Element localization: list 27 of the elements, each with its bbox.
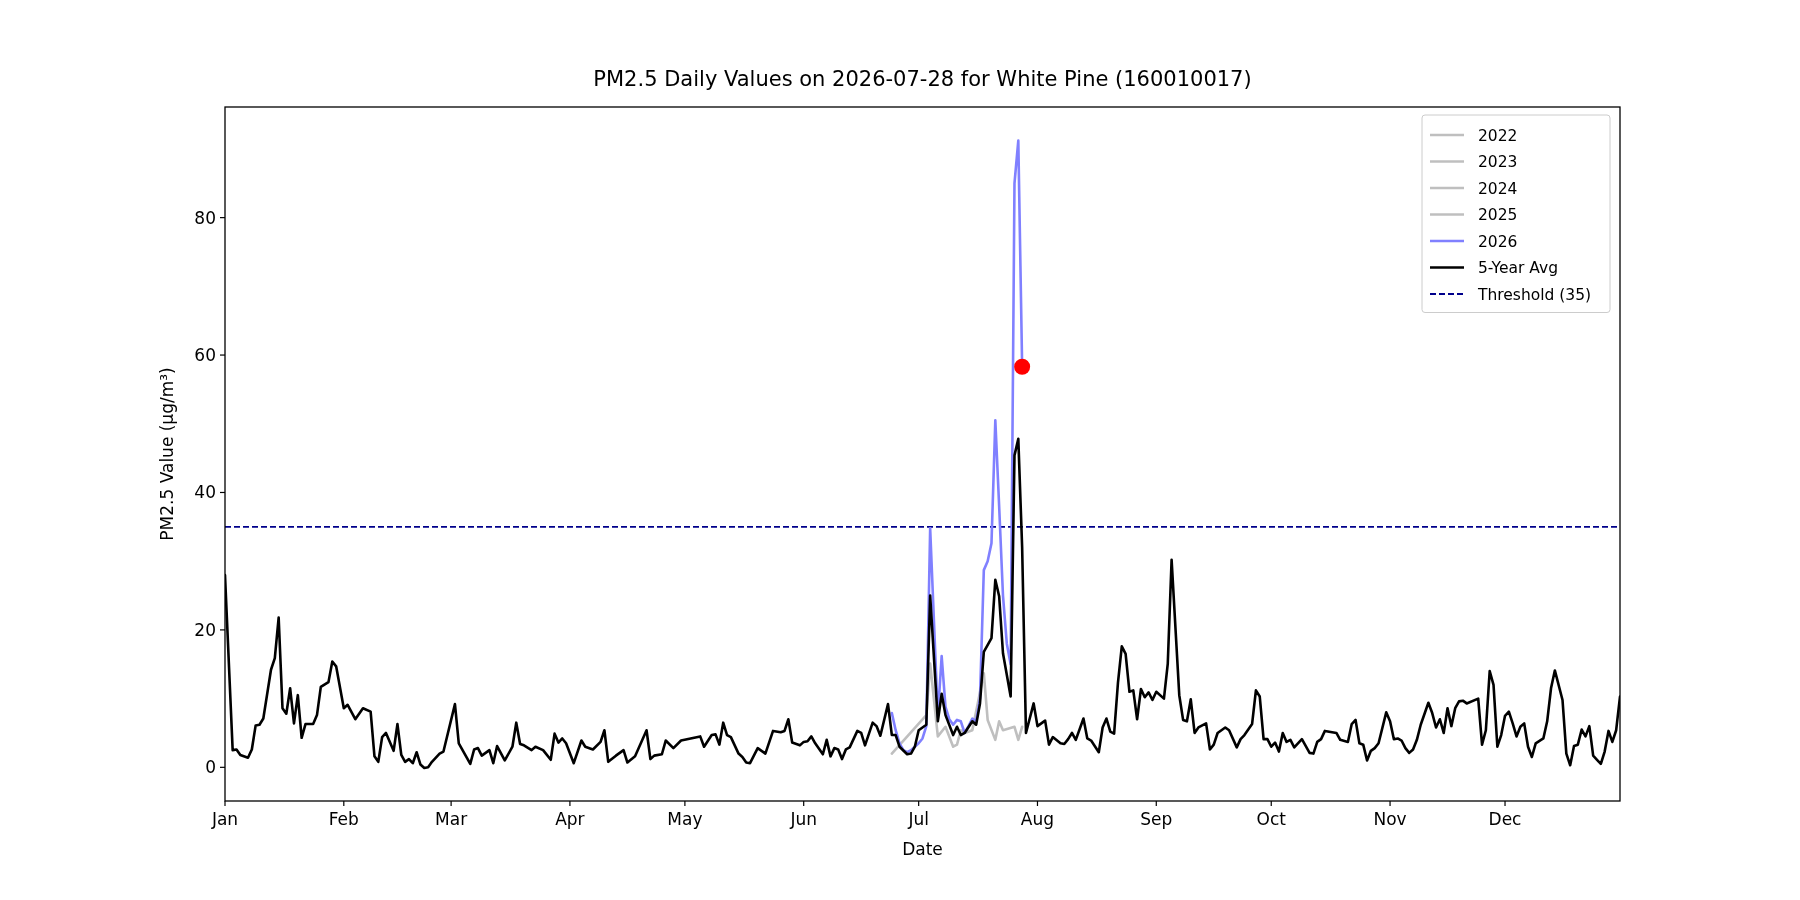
chart-title: PM2.5 Daily Values on 2026-07-28 for White Pine (160010017) xyxy=(593,67,1252,91)
x-tick-label: Nov xyxy=(1373,809,1407,829)
x-tick-label: Oct xyxy=(1256,809,1287,829)
x-tick-label: Jun xyxy=(789,809,817,829)
legend-label: 2023 xyxy=(1478,153,1518,171)
legend-label: 5-Year Avg xyxy=(1478,259,1559,277)
x-tick-label: Aug xyxy=(1020,809,1055,829)
x-tick-label: Jan xyxy=(210,809,239,829)
x-tick-label: Jul xyxy=(907,809,929,829)
legend-label: 2022 xyxy=(1478,126,1518,145)
y-tick-label: 40 xyxy=(194,482,216,503)
y-tick-label: 20 xyxy=(194,619,216,640)
x-tick-label: Feb xyxy=(328,809,359,829)
legend-label: 2026 xyxy=(1478,232,1518,251)
x-tick-label: Dec xyxy=(1488,809,1522,829)
x-tick-label: May xyxy=(667,809,703,829)
y-axis-title: PM2.5 Value (µg/m³) xyxy=(157,367,177,541)
x-tick-label: Mar xyxy=(435,809,468,829)
x-tick-label: Apr xyxy=(555,809,585,829)
legend-label: Threshold (35) xyxy=(1477,285,1592,304)
legend-label: 2025 xyxy=(1478,206,1518,224)
y-tick-label: 0 xyxy=(205,757,216,778)
x-axis-title: Date xyxy=(902,839,943,859)
x-tick-label: Sep xyxy=(1140,809,1173,829)
y-tick-label: 60 xyxy=(194,345,216,366)
y-tick-label: 80 xyxy=(194,207,216,228)
legend-label: 2024 xyxy=(1478,179,1518,198)
